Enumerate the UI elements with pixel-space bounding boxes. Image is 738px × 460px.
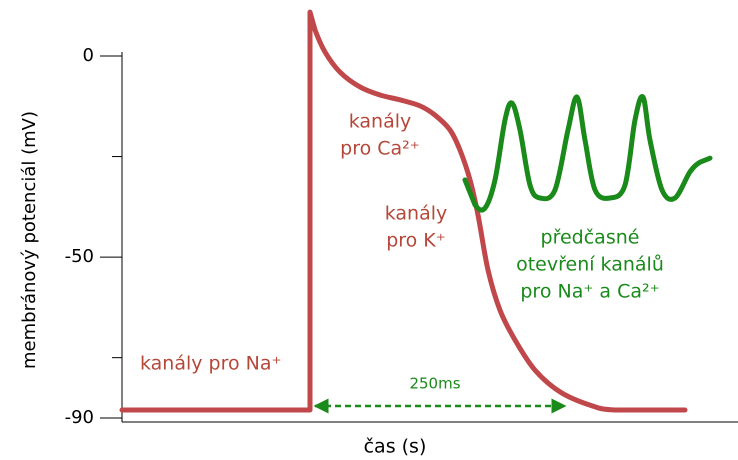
- series-line: [119, 9, 688, 413]
- annotation: pro K⁺: [386, 230, 446, 252]
- annotation: otevření kanálů: [516, 254, 664, 276]
- annotation: předčasné: [541, 227, 640, 249]
- annotation: pro Ca²⁺: [340, 138, 420, 160]
- y-axis-label: membránový potenciál (mV): [19, 111, 40, 369]
- y-tick-label: -50: [65, 246, 94, 267]
- y-tick-label: 0: [83, 45, 94, 66]
- x-axis-label: čas (s): [364, 436, 427, 458]
- annotation: pro Na⁺ a Ca²⁺: [520, 281, 659, 303]
- annotation: kanály: [385, 203, 448, 225]
- span-label: 250ms: [409, 375, 460, 393]
- annotation: kanály: [349, 111, 412, 133]
- annotation: kanály pro Na⁺: [140, 353, 282, 375]
- series-line: [462, 93, 713, 213]
- y-tick-label: -90: [65, 407, 94, 428]
